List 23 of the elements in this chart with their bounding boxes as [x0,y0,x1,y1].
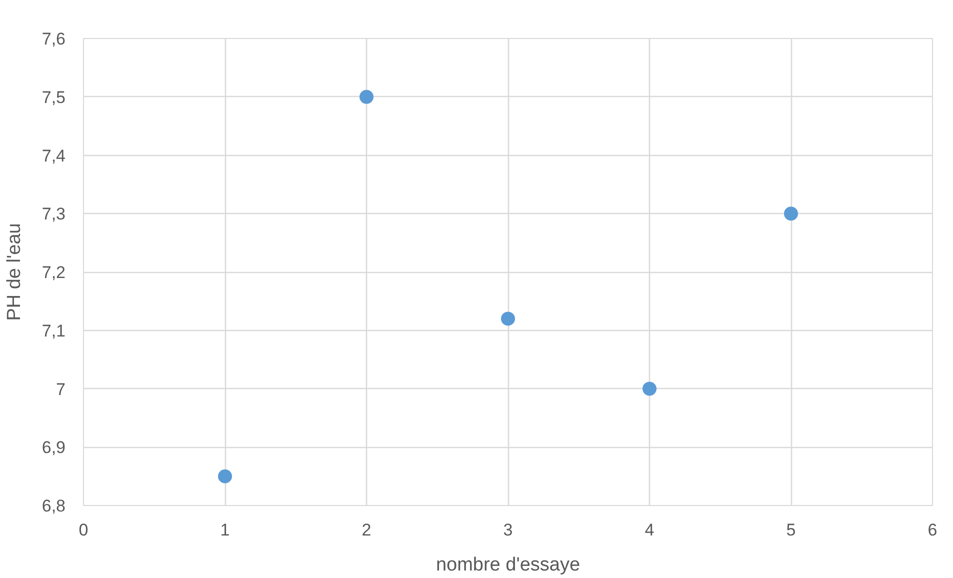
point [360,90,374,104]
x-tick-label: 2 [362,520,372,540]
y-tick-label: 7,6 [42,30,66,48]
point [218,469,232,484]
x-tick-label: 5 [786,520,796,540]
y-tick-label: 7,4 [42,146,66,166]
y-tick-label: 7 [56,380,66,399]
x-tick-label: 1 [220,520,230,540]
y-tick-label: 7,5 [42,88,66,107]
x-tick-label: 6 [928,520,938,540]
point [642,382,656,396]
x-tick-label: 3 [503,520,513,540]
y-tick-label: 6,9 [42,438,66,458]
y-axis-title: PH de l'eau [4,223,25,321]
x-tick-label: 0 [78,520,88,540]
x-tick-label: 4 [644,520,654,540]
point [501,312,515,326]
x-axis-title: nombre d'essaye [436,554,580,576]
y-tick-label: 6,8 [42,496,66,516]
y-tick-label: 7,2 [42,263,66,282]
y-tick-label: 7,1 [42,321,66,340]
y-tick-label: 7,3 [42,204,66,224]
point [784,206,798,221]
